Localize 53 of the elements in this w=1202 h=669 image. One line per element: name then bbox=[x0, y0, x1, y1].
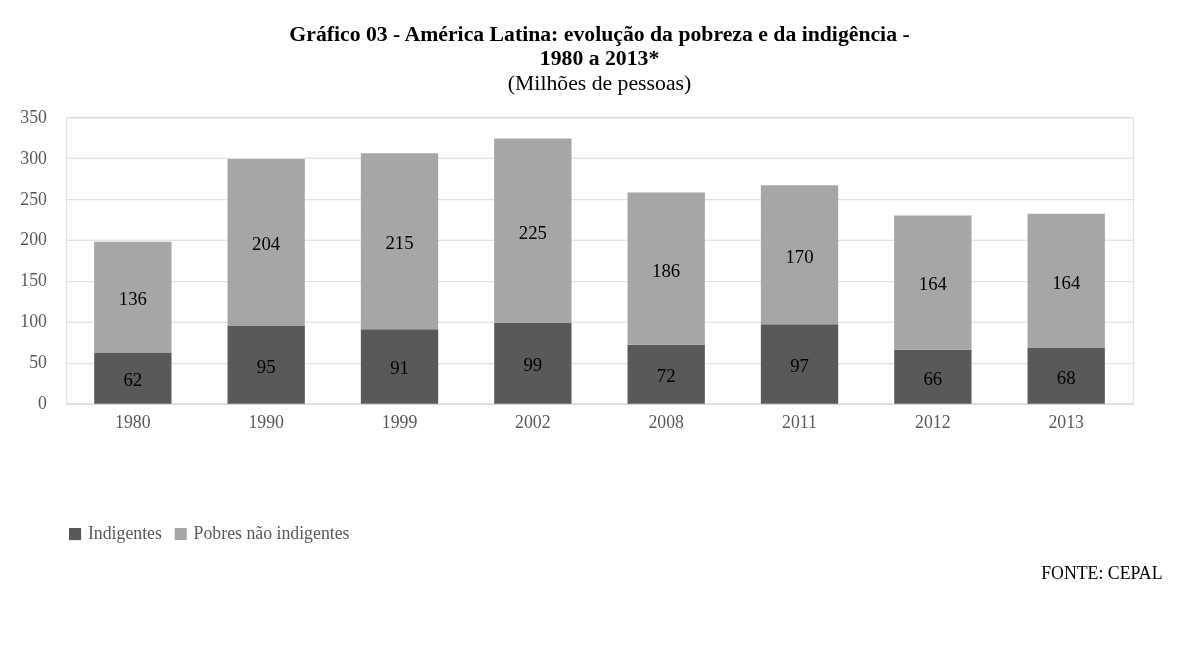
bar bbox=[227, 325, 305, 404]
x-tick-label: 1980 bbox=[115, 411, 151, 432]
bar bbox=[227, 159, 305, 326]
bar bbox=[1027, 213, 1105, 349]
data-label: 215 bbox=[385, 232, 414, 254]
data-label: 91 bbox=[390, 357, 409, 379]
x-tick-label: 2002 bbox=[515, 411, 551, 432]
bar bbox=[494, 322, 572, 404]
data-label: 62 bbox=[123, 369, 143, 391]
y-tick-label: 0 bbox=[38, 393, 48, 414]
bar bbox=[360, 329, 439, 404]
bar bbox=[760, 185, 839, 325]
bar bbox=[360, 153, 439, 330]
chart-subtitle: (Milhões de pessoas) bbox=[507, 70, 692, 95]
data-label: 186 bbox=[652, 259, 681, 281]
y-tick-label: 300 bbox=[20, 147, 48, 168]
chart-title: Gráfico 03 - América Latina: evolução da pobreza e da indigência - 1980 a 2013* bbox=[289, 22, 910, 70]
x-tick-label: 2013 bbox=[1048, 411, 1085, 432]
legend-label: Indigentes bbox=[87, 523, 162, 543]
data-label: 136 bbox=[118, 288, 147, 310]
bar bbox=[94, 241, 172, 353]
bar bbox=[760, 324, 839, 404]
bar bbox=[894, 349, 972, 404]
x-tick-label: 2008 bbox=[648, 411, 685, 432]
y-tick-label: 350 bbox=[20, 106, 48, 127]
y-tick-label: 250 bbox=[20, 188, 48, 209]
legend-label: Pobres não indigentes bbox=[193, 523, 350, 543]
y-tick-label: 200 bbox=[20, 229, 48, 250]
y-tick-label: 50 bbox=[29, 352, 48, 373]
x-tick-label: 2011 bbox=[782, 411, 817, 432]
x-tick-label: 2012 bbox=[915, 411, 951, 432]
source-note: FONTE: CEPAL bbox=[1041, 563, 1163, 584]
data-label: 204 bbox=[252, 233, 281, 255]
data-label: 164 bbox=[918, 273, 948, 295]
data-label: 66 bbox=[923, 367, 943, 389]
data-label: 164 bbox=[1052, 271, 1081, 293]
data-label: 95 bbox=[256, 355, 276, 377]
data-label: 225 bbox=[518, 221, 547, 243]
bar bbox=[1027, 348, 1105, 404]
bar bbox=[94, 352, 172, 404]
x-tick-label: 1999 bbox=[381, 411, 418, 432]
bar bbox=[494, 138, 572, 323]
data-label: 68 bbox=[1056, 366, 1076, 388]
bar bbox=[894, 215, 972, 350]
bar bbox=[627, 192, 705, 345]
data-label: 97 bbox=[790, 354, 809, 376]
y-tick-label: 150 bbox=[20, 270, 48, 291]
data-label: 99 bbox=[523, 354, 543, 376]
bar bbox=[627, 344, 705, 404]
data-label: 72 bbox=[656, 365, 676, 387]
data-label: 170 bbox=[785, 245, 814, 267]
x-tick-label: 1990 bbox=[248, 411, 285, 432]
y-tick-label: 100 bbox=[20, 311, 48, 332]
